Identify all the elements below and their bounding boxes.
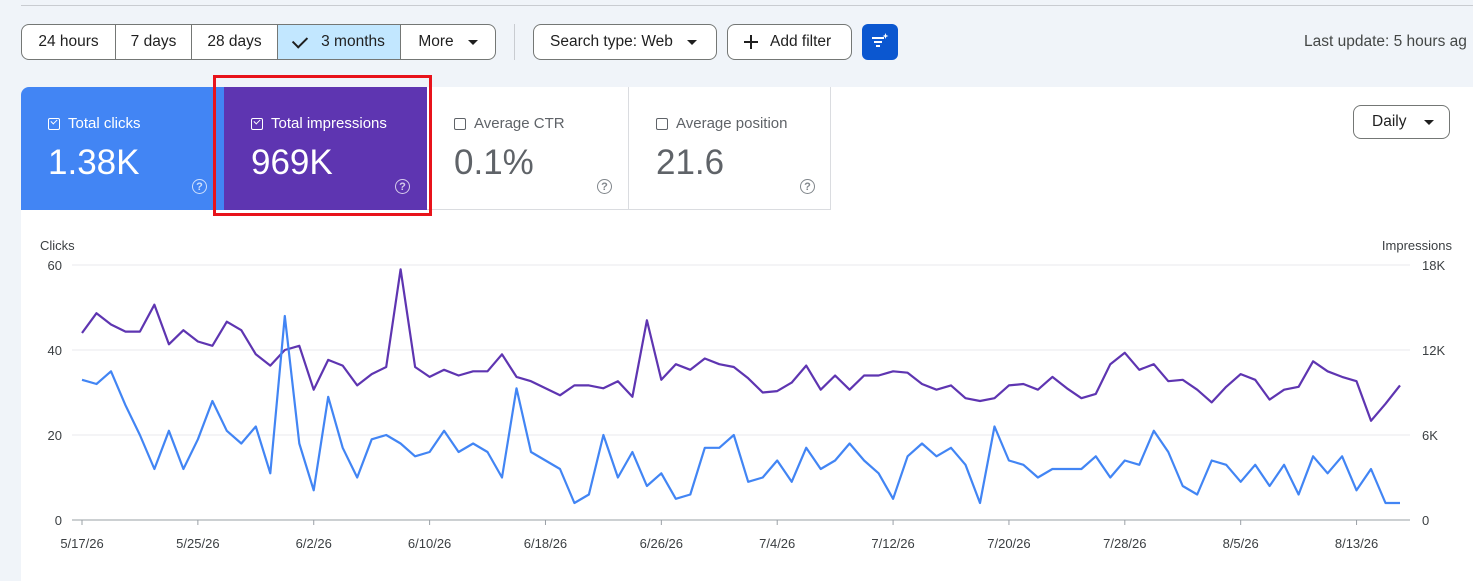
help-circle-icon[interactable]: ? [800,179,815,194]
range-label: More [418,33,454,50]
y-right-tick-label: 6K [1422,428,1438,443]
performance-card: Total clicks 1.38K ? Total impressions 9… [21,87,1473,581]
help-circle-icon[interactable]: ? [395,179,410,194]
highlight-box [213,75,432,216]
y-left-tick-label: 0 [55,513,62,528]
toolbar-divider [514,24,515,60]
y-left-tick-label: 20 [48,428,62,443]
help-circle-icon[interactable]: ? [192,179,207,194]
plus-icon [744,35,758,49]
metric-label: Average position [676,115,788,132]
checkbox-unchecked-icon[interactable] [656,117,668,130]
x-tick-label: 5/25/26 [176,536,219,551]
caret-down-icon [467,39,478,45]
x-tick-label: 6/10/26 [408,536,451,551]
add-filter-label: Add filter [770,33,832,50]
range-24-hours-button[interactable]: 24 hours [22,25,116,59]
granularity-label: Daily [1372,113,1407,130]
x-tick-label: 8/5/26 [1223,536,1259,551]
impressions-series-line [81,268,1401,422]
caret-down-icon [1424,119,1435,125]
range-label: 3 months [321,33,385,50]
y-right-axis-label: Impressions [1382,238,1453,253]
date-range-selector: 24 hours 7 days 28 days 3 months More [21,24,496,60]
x-tick-label: 5/17/26 [60,536,103,551]
range-7-days-button[interactable]: 7 days [116,25,192,59]
filter-suggestions-button[interactable] [862,24,898,60]
checkbox-checked-icon[interactable] [251,117,263,130]
y-right-tick-label: 18K [1422,258,1445,273]
metric-tile-total-impressions[interactable]: Total impressions 969K ? [224,87,427,210]
range-label: 28 days [207,33,262,50]
metric-tile-average-ctr[interactable]: Average CTR 0.1% ? [427,87,629,210]
range-3-months-button[interactable]: 3 months [278,25,401,59]
help-circle-icon[interactable]: ? [597,179,612,194]
search-type-dropdown[interactable]: Search type: Web [533,24,717,60]
y-left-axis-label: Clicks [40,238,75,253]
x-tick-label: 7/20/26 [987,536,1030,551]
search-type-label: Search type: Web [550,33,673,50]
last-update-text: Last update: 5 hours ag [1304,33,1467,50]
range-28-days-button[interactable]: 28 days [192,25,278,59]
y-left-tick-label: 60 [48,258,62,273]
range-label: 7 days [130,33,177,50]
metric-value: 969K [251,143,333,182]
checkbox-checked-icon[interactable] [48,117,60,130]
metric-value: 0.1% [454,143,534,182]
x-tick-label: 7/28/26 [1103,536,1146,551]
metric-value: 21.6 [656,143,725,182]
top-divider [21,5,1473,6]
metric-value: 1.38K [48,143,140,182]
x-tick-label: 6/26/26 [640,536,683,551]
clicks-series-line [81,314,1400,505]
range-label: 24 hours [38,33,99,50]
x-tick-label: 6/18/26 [524,536,567,551]
x-tick-label: 6/2/26 [296,536,332,551]
metric-label: Average CTR [474,115,565,132]
caret-down-icon [686,39,697,45]
toolbar: 24 hours 7 days 28 days 3 months More Se… [21,24,898,60]
add-filter-button[interactable]: Add filter [727,24,852,60]
x-tick-label: 8/13/26 [1335,536,1378,551]
metric-label: Total clicks [68,115,141,132]
filter-sparkle-icon [872,33,889,47]
y-left-tick-label: 40 [48,343,62,358]
metric-tile-average-position[interactable]: Average position 21.6 ? [629,87,831,210]
x-tick-label: 7/12/26 [871,536,914,551]
granularity-dropdown[interactable]: Daily [1353,105,1450,139]
y-right-tick-label: 12K [1422,343,1445,358]
range-more-button[interactable]: More [401,25,495,59]
y-right-tick-label: 0 [1422,513,1429,528]
metric-tile-total-clicks[interactable]: Total clicks 1.38K ? [21,87,224,210]
x-tick-label: 7/4/26 [759,536,795,551]
metric-label: Total impressions [271,115,387,132]
checkbox-unchecked-icon[interactable] [454,117,466,130]
